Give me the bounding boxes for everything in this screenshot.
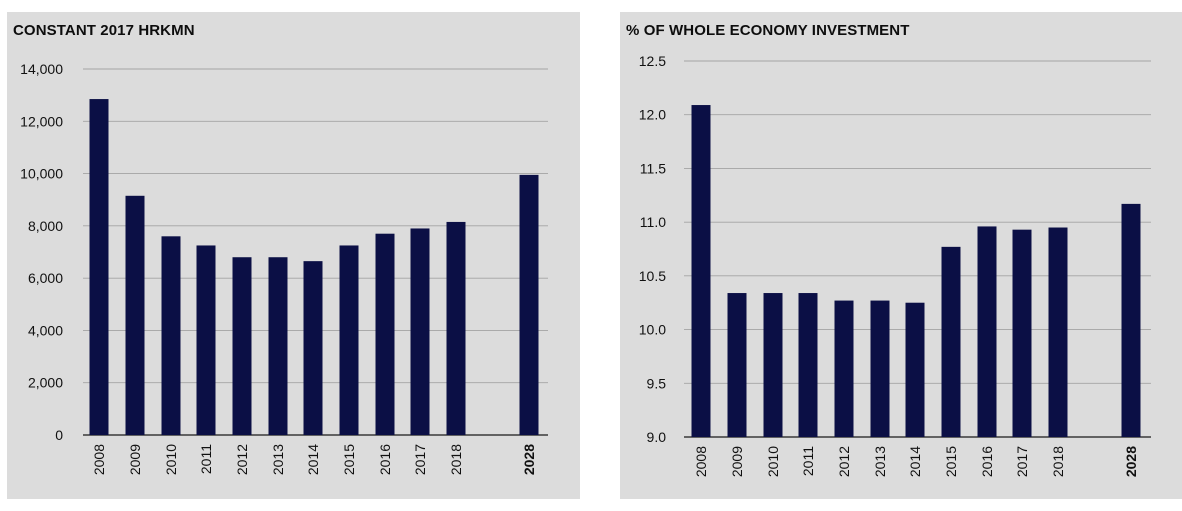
bar-2016 [977, 226, 997, 437]
bar-2017 [410, 228, 430, 435]
bar-chart-right: 9.0 9.5 10.0 10.5 11.0 11.5 12.0 12.5 2008 2009 20… [639, 53, 1151, 477]
x-tick-label: 2018 [448, 444, 464, 475]
x-tick-label: 2015 [341, 444, 357, 475]
x-tick-label: 2016 [979, 446, 995, 477]
y-tick-label: 9.0 [647, 429, 667, 445]
x-tick-label: 2013 [872, 446, 888, 477]
x-tick-label: 2014 [305, 444, 321, 475]
x-tick-label: 2015 [943, 446, 959, 477]
bar-2016 [375, 233, 395, 435]
bar-2008 [691, 105, 711, 437]
chart-title-right: % OF WHOLE ECONOMY INVESTMENT [626, 22, 910, 39]
x-tick-label: 2028 [1123, 446, 1139, 477]
bar-2028 [1121, 203, 1141, 437]
bar-2012 [834, 300, 854, 437]
bar-2011 [196, 245, 216, 435]
bar-2010 [161, 236, 181, 435]
y-tick-label: 4,000 [28, 322, 63, 338]
bar-2018 [446, 221, 466, 435]
x-tick-label: 2028 [521, 444, 537, 475]
x-tick-label: 2011 [800, 446, 816, 476]
x-tick-label: 2012 [836, 446, 852, 477]
y-tick-label: 11.5 [640, 160, 666, 176]
y-tick-label: 12.5 [639, 53, 666, 69]
bar-2011 [798, 293, 818, 437]
x-tick-label: 2016 [377, 444, 393, 475]
y-tick-label: 12.0 [639, 107, 666, 123]
bar-2012 [232, 257, 252, 435]
x-tick-label: 2013 [270, 444, 286, 475]
x-tick-label: 2014 [907, 446, 923, 477]
bar-2015 [941, 246, 961, 437]
x-tick-label: 2008 [91, 444, 107, 475]
bar-2015 [339, 245, 359, 435]
bar-2013 [870, 300, 890, 437]
bar-2009 [727, 293, 747, 437]
x-tick-label: 2017 [412, 444, 428, 475]
x-tick-label: 2018 [1050, 446, 1066, 477]
bar-2014 [905, 302, 925, 437]
x-tick-label: 2009 [127, 444, 143, 475]
bar-2009 [125, 195, 145, 435]
y-tick-label: 11.0 [640, 214, 666, 230]
x-tick-label: 2017 [1014, 446, 1030, 477]
bar-2018 [1048, 227, 1068, 437]
x-tick-label: 2008 [693, 446, 709, 477]
x-tick-label: 2010 [163, 444, 179, 475]
bar-2008 [89, 99, 109, 436]
bar-2017 [1012, 229, 1032, 437]
y-tick-label: 6,000 [28, 270, 63, 286]
chart-panel-right: % OF WHOLE ECONOMY INVESTMENT 9.0 9.5 10.0… [620, 12, 1182, 499]
y-tick-label: 14,000 [20, 61, 63, 77]
y-tick-label: 9.5 [647, 375, 667, 391]
y-tick-label: 0 [55, 427, 63, 443]
y-tick-label: 10.0 [639, 322, 666, 338]
y-tick-label: 12,000 [20, 113, 63, 129]
x-tick-label: 2011 [198, 444, 214, 474]
bar-2013 [268, 257, 288, 435]
bar-chart-left: 0 2,000 4,000 6,000 8,000 10,000 12,000 14,000 2… [20, 61, 548, 475]
y-tick-label: 8,000 [28, 218, 63, 234]
chart-panel-left: CONSTANT 2017 HRKMN 0 2,000 4,000 6,000 8,00… [7, 12, 580, 499]
bar-2014 [303, 261, 323, 435]
x-tick-label: 2010 [765, 446, 781, 477]
y-tick-label: 10.5 [639, 268, 666, 284]
y-tick-label: 2,000 [28, 375, 63, 391]
x-tick-label: 2012 [234, 444, 250, 475]
x-tick-label: 2009 [729, 446, 745, 477]
chart-title-left: CONSTANT 2017 HRKMN [13, 22, 195, 39]
bar-2010 [763, 293, 783, 437]
y-tick-label: 10,000 [20, 166, 63, 182]
bar-2028 [519, 174, 539, 435]
